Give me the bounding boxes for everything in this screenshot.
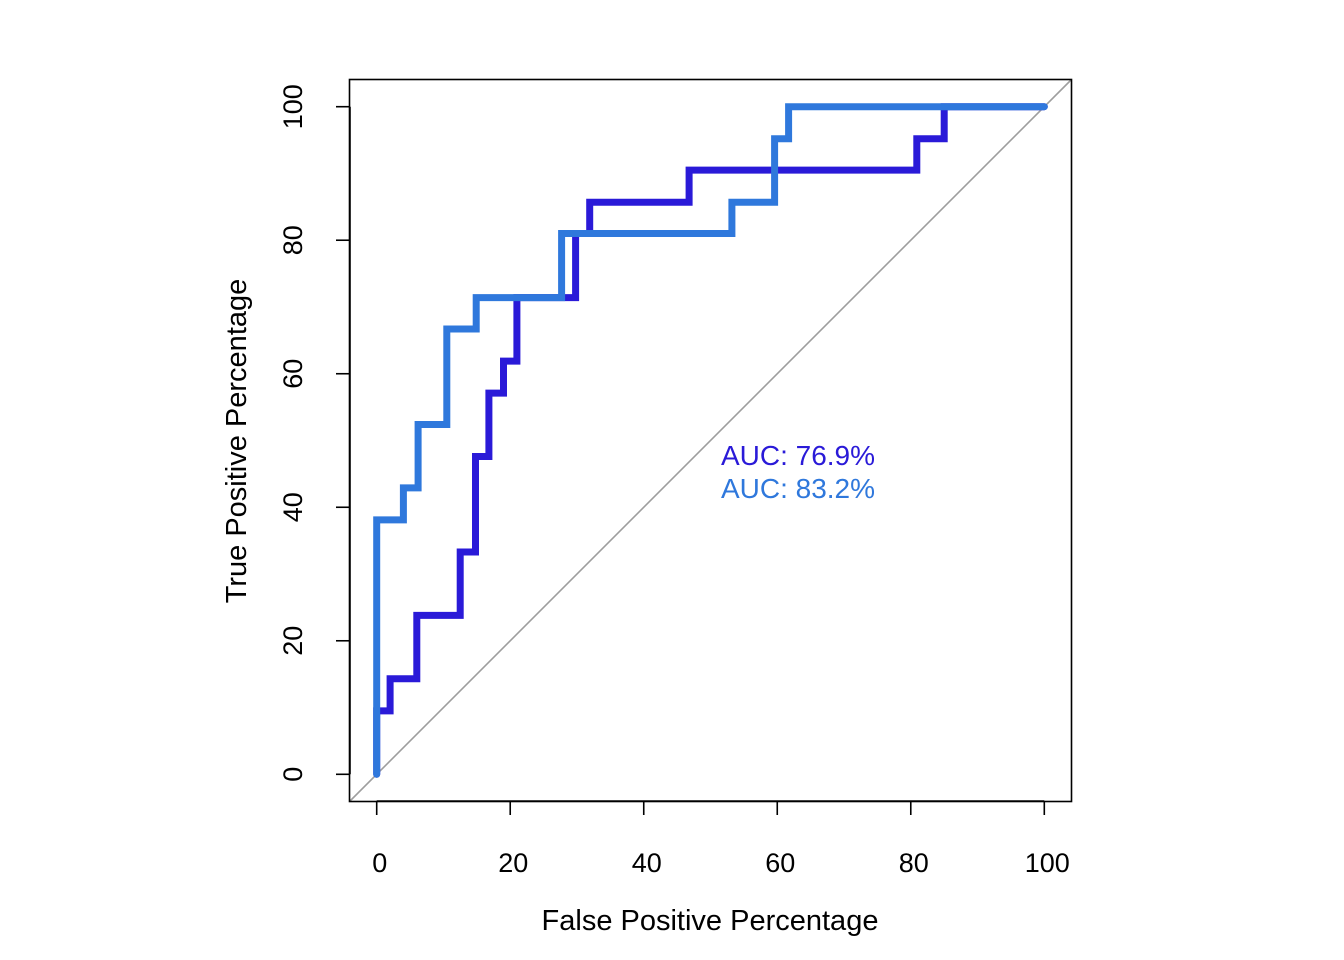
x-axis-label: False Positive Percentage bbox=[542, 905, 879, 937]
reference-diagonal bbox=[349, 79, 1072, 802]
x-tick-label: 20 bbox=[498, 848, 528, 878]
y-tick-label: 80 bbox=[278, 225, 308, 255]
x-tick-label: 100 bbox=[1025, 848, 1070, 878]
y-tick-label: 20 bbox=[278, 626, 308, 656]
x-tick-label: 60 bbox=[765, 848, 795, 878]
x-tick-label: 80 bbox=[899, 848, 929, 878]
y-tick-label: 60 bbox=[278, 359, 308, 389]
x-tick-label: 40 bbox=[632, 848, 662, 878]
y-axis-label: True Positive Percentage bbox=[221, 279, 253, 604]
y-tick-label: 100 bbox=[278, 84, 308, 129]
x-tick-label: 0 bbox=[372, 848, 387, 878]
y-tick-label: 0 bbox=[278, 767, 308, 782]
auc-label-model-1: AUC: 76.9% bbox=[721, 440, 875, 471]
auc-label-model-2: AUC: 83.2% bbox=[721, 473, 875, 504]
y-tick-label: 40 bbox=[278, 492, 308, 522]
roc-curve-model-2 bbox=[373, 103, 1048, 778]
roc-curve-model-1 bbox=[373, 103, 1048, 778]
